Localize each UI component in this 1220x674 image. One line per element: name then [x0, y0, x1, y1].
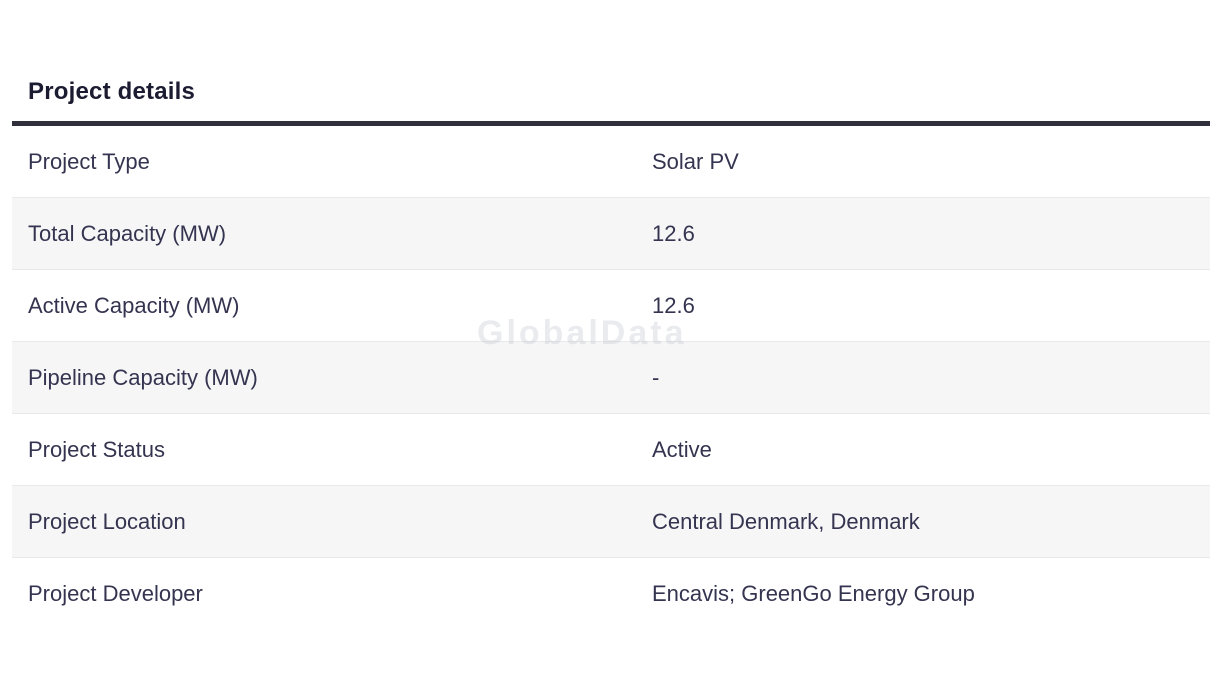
table-row: Active Capacity (MW) 12.6 [12, 269, 1210, 341]
row-value: 12.6 [652, 292, 695, 318]
project-details-section: Project details Project Type Solar PV Tota… [12, 0, 1210, 629]
row-value: Encavis; GreenGo Energy Group [652, 580, 975, 606]
table-row: Project Location Central Denmark, Denmark [12, 485, 1210, 557]
row-label: Project Developer [28, 580, 203, 606]
row-value: Active [652, 436, 712, 462]
row-value: Solar PV [652, 148, 739, 174]
table-row: Project Developer Encavis; GreenGo Energy… [12, 557, 1210, 629]
row-label: Project Location [28, 508, 186, 534]
project-details-table: Project Type Solar PV Total Capacity (MW) 1… [12, 121, 1210, 629]
table-row: Pipeline Capacity (MW) - [12, 341, 1210, 413]
row-value: 12.6 [652, 220, 695, 246]
table-row: Total Capacity (MW) 12.6 [12, 197, 1210, 269]
row-value: - [652, 364, 660, 390]
row-label: Project Type [28, 148, 150, 174]
section-title: Project details [28, 78, 196, 105]
row-value: Central Denmark, Denmark [652, 508, 920, 534]
row-label: Project Status [28, 436, 165, 462]
row-label: Total Capacity (MW) [28, 220, 227, 246]
table-row: Project Status Active [12, 413, 1210, 485]
row-label: Active Capacity (MW) [28, 292, 240, 318]
table-row: Project Type Solar PV [12, 126, 1210, 197]
row-label: Pipeline Capacity (MW) [28, 364, 258, 390]
